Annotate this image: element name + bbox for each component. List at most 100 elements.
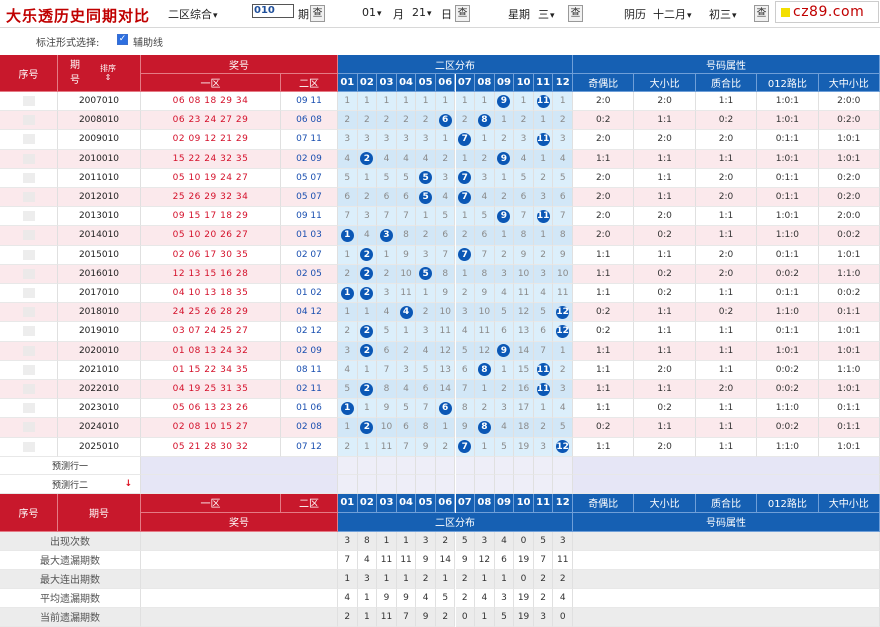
weekday-query-button[interactable]: 查 (568, 5, 583, 22)
dist-col-header-bottom: 11 (533, 493, 554, 513)
row-attr: 0:1:1 (757, 284, 819, 304)
period-header[interactable]: 期号 排序 ⇕ (58, 55, 141, 92)
stat-label: 平均遗漏期数 (0, 588, 141, 608)
predict-ball-cell[interactable] (475, 456, 495, 476)
predict-ball-cell[interactable] (416, 456, 436, 476)
month-select[interactable]: 01▾ (362, 6, 382, 19)
row-attr: 0:2 (634, 284, 696, 304)
ball-number: 2 (360, 324, 374, 338)
row-attr: 2:0 (634, 207, 696, 227)
site-logo[interactable]: cz89.com (775, 1, 879, 23)
arrow-down-icon[interactable]: ↓ (124, 479, 132, 490)
ball-number: 2 (360, 344, 374, 358)
miss-count: 4 (396, 380, 417, 400)
miss-count: 6 (396, 188, 417, 208)
hit-ball: 2 (357, 341, 378, 361)
stat-label: 最大遗漏期数 (0, 550, 141, 570)
stat-value: 1 (357, 588, 378, 608)
zone-select[interactable]: 二区综合▾ (168, 8, 218, 21)
miss-count: 11 (435, 322, 456, 342)
dist-col-header: 07 (455, 74, 476, 92)
predict-ball-cell[interactable] (514, 456, 534, 476)
predict-ball-cell[interactable] (514, 475, 534, 494)
sort-button[interactable]: 排序 ⇕ (100, 64, 116, 82)
row-period: 2013010 (58, 207, 141, 227)
dist-col-header: 11 (533, 74, 554, 92)
miss-count: 4 (435, 188, 456, 208)
miss-count: 8 (553, 226, 573, 246)
predict-input-cell[interactable] (141, 456, 338, 476)
ball-number: 11 (536, 132, 550, 146)
miss-count: 1 (455, 207, 476, 227)
predict-ball-cell[interactable] (533, 456, 554, 476)
stat-attr-empty (573, 588, 880, 608)
stat-value: 9 (377, 588, 397, 608)
predict-ball-cell[interactable] (377, 456, 397, 476)
hit-ball: 1 (338, 284, 358, 304)
lunar-month-select[interactable]: 十二月▾ (653, 8, 692, 21)
guide-line-checkbox[interactable]: ✓ (117, 34, 128, 45)
predict-ball-cell[interactable] (396, 475, 417, 494)
predict-ball-cell[interactable] (357, 456, 378, 476)
blurred-seq-value (22, 249, 35, 260)
predict-input-cell[interactable] (141, 475, 338, 494)
predict-ball-cell[interactable] (455, 456, 476, 476)
predict-ball-cell[interactable] (416, 475, 436, 494)
date-query-button[interactable]: 查 (455, 5, 470, 22)
sort-arrows-icon: ⇕ (104, 73, 112, 82)
predict-ball-cell[interactable] (338, 456, 358, 476)
predict-ball-cell[interactable] (553, 475, 573, 494)
stat-value: 1 (357, 607, 378, 627)
predict-ball-cell[interactable] (435, 475, 456, 494)
period-input[interactable]: 010 (252, 4, 294, 18)
miss-count: 2 (416, 226, 436, 246)
guide-line-label[interactable]: 辅助线 (133, 38, 163, 49)
stat-value: 1 (377, 569, 397, 589)
row-attr: 0:2 (634, 399, 696, 419)
predict-ball-cell[interactable] (435, 456, 456, 476)
miss-count: 3 (357, 130, 378, 150)
attribute-header: 号码属性 (573, 55, 880, 74)
row-attr: 1:1 (695, 92, 758, 112)
lunar-query-button[interactable]: 查 (754, 5, 769, 22)
day-select[interactable]: 21▾ (412, 6, 432, 19)
predict-ball-cell[interactable] (494, 475, 515, 494)
predict-ball-cell[interactable] (494, 456, 515, 476)
row-attr: 0:0:2 (757, 418, 819, 438)
predict-ball-cell[interactable] (357, 475, 378, 494)
row-attr: 0:2:0 (818, 111, 880, 131)
row-back-numbers: 07 12 (281, 437, 338, 457)
miss-count: 6 (377, 341, 397, 361)
miss-count: 11 (553, 284, 573, 304)
predict-ball-cell[interactable] (455, 475, 476, 494)
row-front-numbers: 04 10 13 18 35 (141, 284, 281, 304)
miss-count: 1 (357, 437, 378, 457)
row-attr: 1:1:0 (757, 399, 819, 419)
lunar-day-select[interactable]: 初三▾ (709, 8, 737, 21)
predict-ball-cell[interactable] (338, 475, 358, 494)
stat-value: 19 (514, 607, 534, 627)
dist-col-header-bottom: 03 (377, 493, 397, 513)
row-front-numbers: 05 10 19 24 27 (141, 168, 281, 188)
row-back-numbers: 09 11 (281, 92, 338, 112)
predict-ball-cell[interactable] (475, 475, 495, 494)
predict-ball-cell[interactable] (377, 475, 397, 494)
ball-number: 2 (360, 267, 374, 281)
blurred-seq-value (22, 96, 35, 107)
row-attr: 2:0 (634, 130, 696, 150)
miss-count: 1 (435, 130, 456, 150)
hit-ball: 11 (533, 207, 554, 227)
stat-value: 11 (377, 607, 397, 627)
predict-ball-cell[interactable] (533, 475, 554, 494)
row-attr: 1:1 (573, 245, 635, 265)
stat-value: 7 (396, 607, 417, 627)
row-attr: 0:0:2 (757, 264, 819, 284)
miss-count: 12 (435, 341, 456, 361)
period-query-button[interactable]: 查 (310, 5, 325, 22)
row-seq (0, 380, 58, 400)
weekday-select[interactable]: 三▾ (538, 8, 555, 21)
predict-ball-cell[interactable] (396, 456, 417, 476)
row-front-numbers: 02 08 10 15 27 (141, 418, 281, 438)
hit-ball: 9 (494, 92, 515, 112)
predict-ball-cell[interactable] (553, 456, 573, 476)
